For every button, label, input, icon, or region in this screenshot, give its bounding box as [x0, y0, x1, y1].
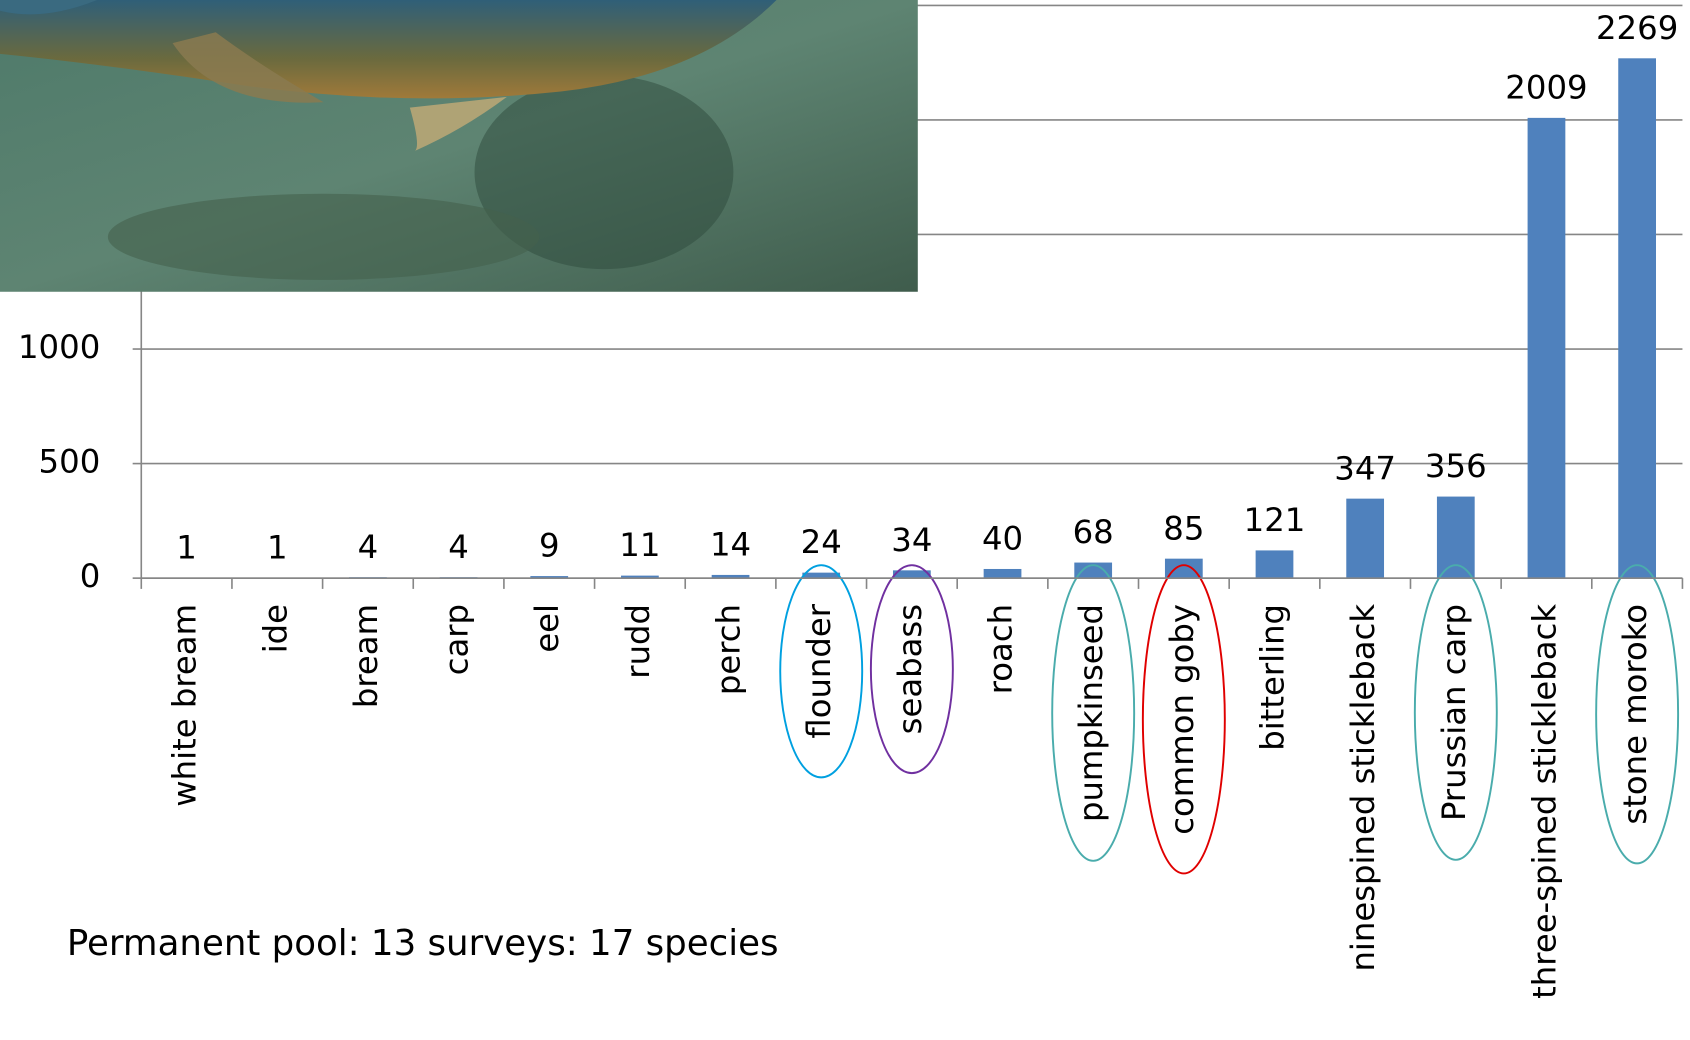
x-tick-label: bream	[347, 604, 385, 708]
label-highlight	[1051, 564, 1136, 862]
fish-photo	[0, 0, 918, 292]
x-tick-label: flounder	[800, 603, 838, 738]
data-label: 9	[539, 527, 560, 565]
data-label: 68	[1073, 513, 1114, 551]
data-label: 85	[1163, 509, 1204, 547]
bar	[1074, 562, 1113, 579]
x-tick-label: roach	[982, 604, 1020, 694]
x-tick-label: carp	[438, 604, 476, 675]
data-label: 11	[619, 526, 660, 564]
data-label: 24	[801, 523, 842, 561]
caption: Permanent pool: 13 surveys: 17 species	[67, 923, 779, 964]
bar	[711, 574, 750, 579]
y-tick-label: 0	[80, 557, 101, 595]
x-tick-label: bitterling	[1253, 604, 1291, 751]
bar	[1346, 498, 1385, 579]
data-label: 40	[982, 520, 1023, 558]
data-label: 34	[891, 521, 932, 559]
label-highlight	[1595, 564, 1680, 865]
data-label: 347	[1334, 449, 1396, 487]
data-label: 1	[176, 529, 197, 567]
data-label: 4	[448, 528, 469, 566]
bar	[530, 576, 569, 579]
bar	[1255, 550, 1294, 579]
data-label: 4	[358, 528, 379, 566]
x-tick-label: common goby	[1163, 604, 1201, 835]
data-label: 2009	[1505, 69, 1587, 107]
x-tick-label: stone moroko	[1616, 604, 1654, 825]
x-tick-label: seabass	[891, 604, 929, 734]
data-label: 121	[1244, 501, 1306, 539]
label-highlight	[869, 564, 954, 775]
data-label: 1	[267, 529, 288, 567]
data-label: 356	[1425, 447, 1487, 485]
y-tick-label: 1000	[18, 328, 100, 366]
y-tick-label: 500	[39, 443, 101, 481]
bar	[1618, 58, 1656, 579]
bar	[983, 568, 1022, 579]
x-tick-label: rudd	[619, 604, 657, 679]
data-label: 14	[710, 526, 751, 564]
bar	[1164, 558, 1203, 579]
label-highlight	[779, 564, 864, 779]
x-tick-label: eel	[528, 604, 566, 653]
data-label: 2269	[1596, 9, 1678, 47]
bar	[802, 572, 841, 579]
x-tick-label: white bream	[166, 604, 204, 807]
x-tick-label: ide	[256, 604, 294, 653]
x-tick-label: three-spined stickleback	[1525, 604, 1563, 999]
x-tick-label: Prussian carp	[1435, 604, 1473, 821]
x-tick-label: pumpkinseed	[1072, 604, 1110, 822]
x-tick-label: perch	[710, 604, 748, 695]
label-highlight	[1413, 564, 1498, 861]
bar	[1527, 117, 1566, 579]
bar	[892, 570, 931, 579]
bar	[621, 575, 659, 579]
label-highlight	[1141, 564, 1226, 875]
x-tick-label: ninespined stickleback	[1344, 604, 1382, 972]
